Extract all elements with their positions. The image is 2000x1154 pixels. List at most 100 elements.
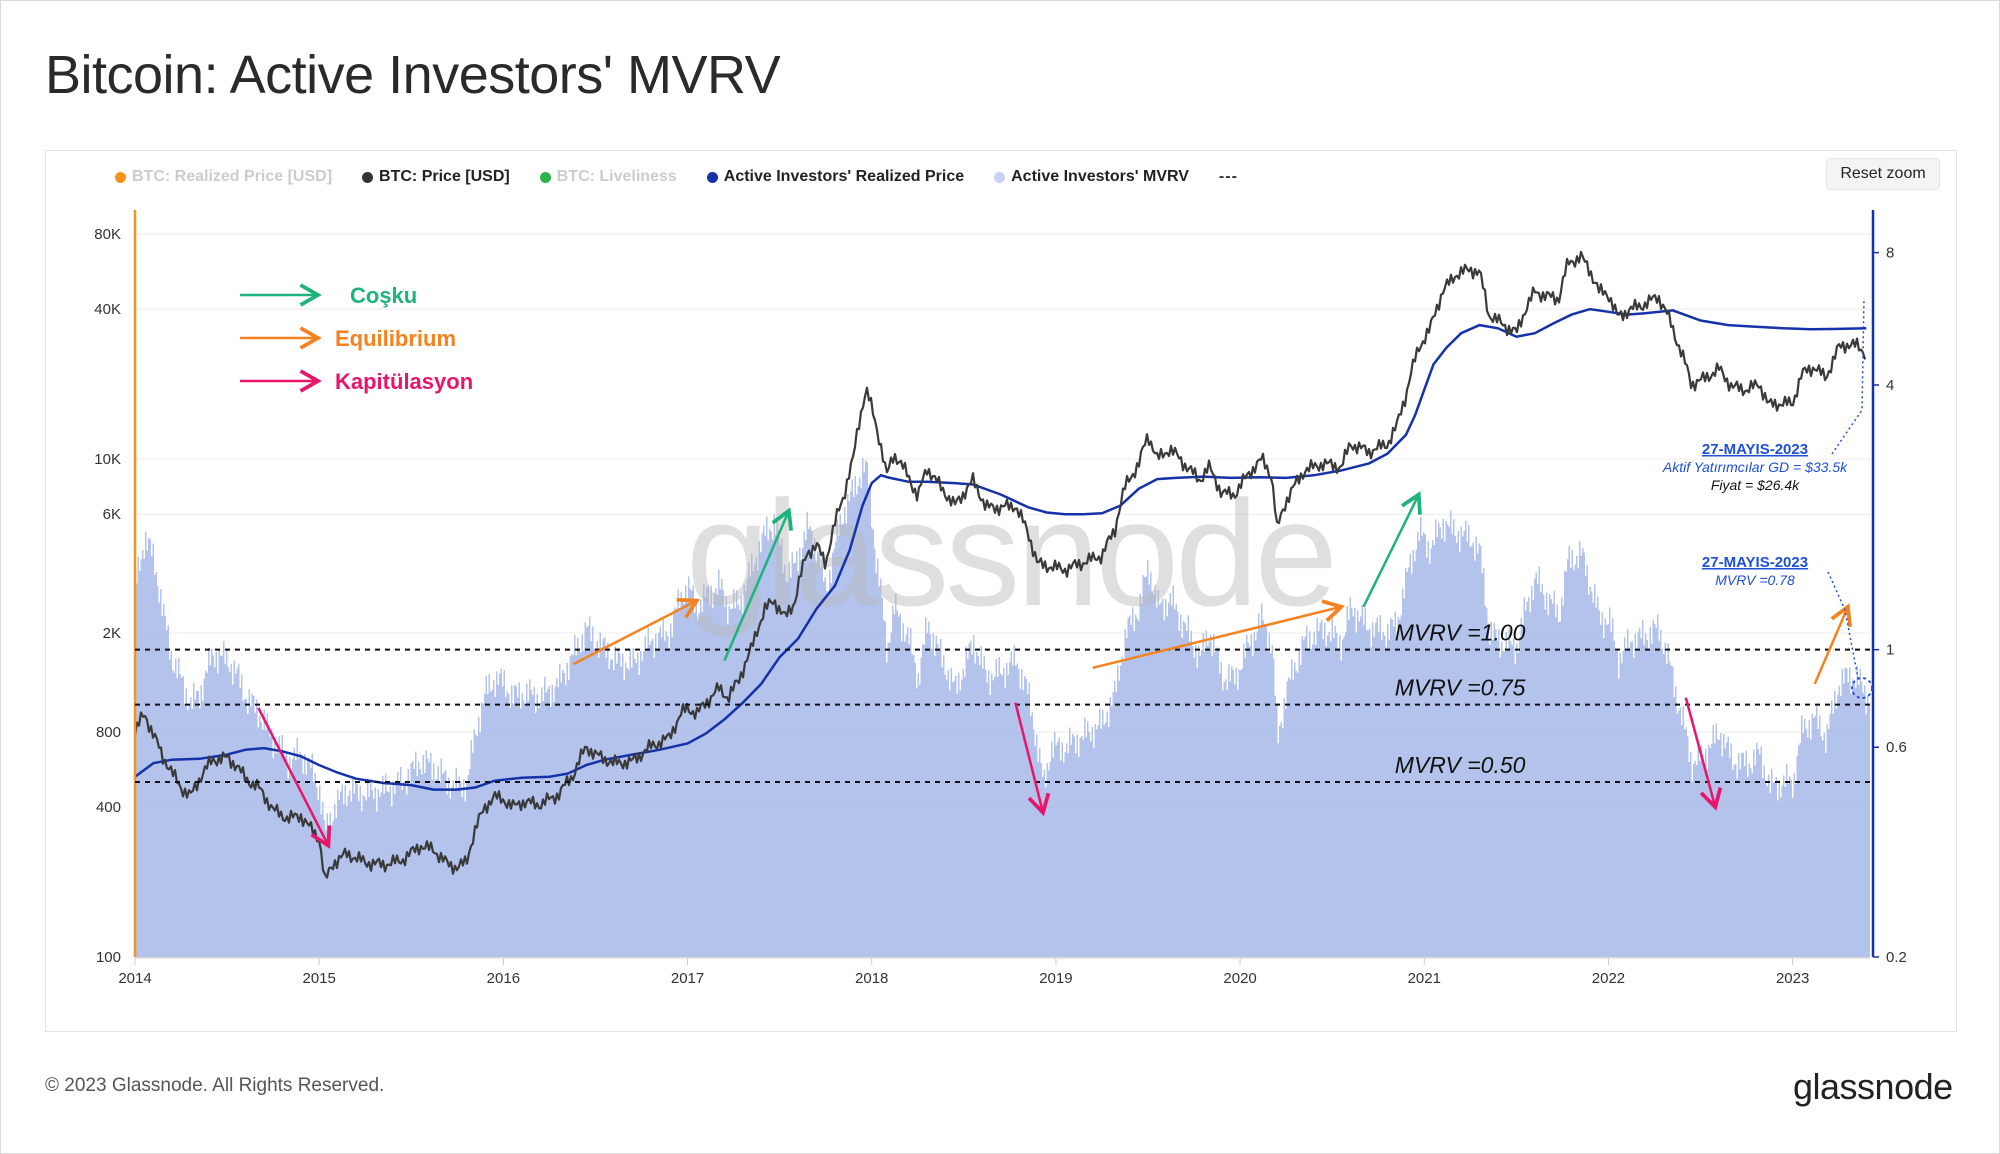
mvrv-bar <box>884 621 886 957</box>
mvrv-bar <box>313 781 315 957</box>
mvrv-bar <box>1727 736 1729 957</box>
mvrv-bar <box>1847 682 1849 957</box>
mvrv-bar <box>1000 673 1002 957</box>
mvrv-bar <box>677 589 679 957</box>
mvrv-bar <box>1736 778 1738 957</box>
mvrv-bar <box>1777 800 1779 957</box>
mvrv-bar <box>1612 618 1614 957</box>
legend-item-active-mvrv[interactable]: Active Investors' MVRV <box>994 168 1189 186</box>
mvrv-bar <box>1832 714 1834 957</box>
mvrv-bar <box>958 672 960 957</box>
mvrv-bar <box>1697 741 1699 957</box>
mvrv-bar <box>1511 645 1513 957</box>
mvrv-bar <box>211 648 213 957</box>
mvrv-bar <box>1234 684 1236 957</box>
mvrv-bar <box>295 760 297 957</box>
mvrv-bar <box>457 787 459 957</box>
mvrv-bar <box>500 668 502 957</box>
mvrv-bar <box>1754 765 1756 957</box>
mvrv-bar <box>1723 733 1725 957</box>
reset-zoom-button[interactable]: Reset zoom <box>1826 158 1940 190</box>
mvrv-bar <box>1226 689 1228 957</box>
mvrv-bar <box>179 674 181 957</box>
mvrv-bar <box>1318 630 1320 957</box>
trend-arrow-equilibrium <box>1092 599 1346 670</box>
mvrv-bar <box>1244 657 1246 957</box>
mvrv-bar <box>239 687 241 957</box>
mvrv-bar <box>1573 570 1575 957</box>
mvrv-bar <box>586 627 588 957</box>
mvrv-bar <box>1793 772 1795 957</box>
mvrv-bar <box>449 798 451 957</box>
mvrv-bar <box>946 680 948 957</box>
mvrv-bar <box>578 648 580 957</box>
mvrv-bar <box>1303 640 1305 957</box>
mvrv-bar <box>961 679 963 957</box>
mvrv-bar <box>386 791 388 957</box>
mvrv-bar <box>1133 631 1135 957</box>
legend-item-liveliness[interactable]: BTC: Liveliness <box>539 168 677 186</box>
mvrv-bar <box>1417 531 1419 957</box>
mvrv-bar <box>547 688 549 957</box>
mvrv-bar <box>746 578 748 957</box>
mvrv-bar <box>530 689 532 957</box>
mvrv-bar <box>923 644 925 957</box>
mvrv-bar <box>1534 578 1536 957</box>
mvrv-bar <box>898 616 900 957</box>
mvrv-bar <box>368 796 370 957</box>
mvrv-bar <box>1192 646 1194 957</box>
mvrv-bar <box>562 670 564 957</box>
mvrv-bar <box>1126 638 1128 957</box>
mvrv-bar <box>1774 781 1776 957</box>
mvrv-bar <box>275 753 277 957</box>
mvrv-bar <box>1480 545 1482 957</box>
mvrv-bar <box>1643 644 1645 957</box>
mvrv-bar <box>1255 640 1257 957</box>
mvrv-bar <box>304 754 306 957</box>
mvrv-bar <box>1696 765 1698 957</box>
mvrv-bar <box>1786 764 1788 957</box>
mvrv-bar <box>551 684 553 957</box>
mvrv-bar <box>610 659 612 957</box>
mvrv-bar <box>484 693 486 957</box>
mvrv-bar <box>1649 626 1651 957</box>
mvrv-bar <box>956 694 958 957</box>
mvrv-bar <box>706 587 708 957</box>
mvrv-bar <box>472 752 474 957</box>
mvrv-bar <box>1664 642 1666 957</box>
mvrv-bar <box>1621 663 1623 957</box>
mvrv-bar <box>755 557 757 957</box>
mvrv-bar <box>853 497 855 957</box>
mvrv-bar <box>709 604 711 957</box>
mvrv-bar <box>1478 543 1480 957</box>
mvrv-bar <box>1468 524 1470 957</box>
callout-price-date: 27-MAYIS-2023 <box>1702 441 1808 458</box>
mvrv-bar <box>1474 560 1476 957</box>
mvrv-bar <box>1327 635 1329 957</box>
mvrv-bar <box>868 490 870 957</box>
mvrv-bar <box>509 707 511 957</box>
mvrv-bar <box>1406 571 1408 957</box>
mvrv-bar <box>322 801 324 957</box>
mvrv-bar <box>262 729 264 957</box>
mvrv-bar <box>913 655 915 957</box>
mvrv-bar <box>1138 620 1140 957</box>
mvrv-bar <box>172 670 174 957</box>
legend-item-active-realized-price[interactable]: Active Investors' Realized Price <box>706 168 964 186</box>
mvrv-bar <box>1012 665 1014 957</box>
mvrv-bar <box>587 625 589 957</box>
mvrv-bar <box>854 475 856 957</box>
mvrv-bar <box>407 768 409 957</box>
mvrv-bar <box>1760 746 1762 957</box>
mvrv-bar <box>697 620 699 957</box>
mvrv-bar <box>170 650 172 957</box>
mvrv-bar <box>1513 638 1515 957</box>
legend-more-button[interactable]: --- <box>1218 168 1238 185</box>
legend-item-realized-price[interactable]: BTC: Realized Price [USD] <box>115 168 332 186</box>
legend-item-price[interactable]: BTC: Price [USD] <box>362 168 510 186</box>
mvrv-bar <box>1831 700 1833 957</box>
mvrv-bar <box>847 494 849 957</box>
mvrv-bar <box>1721 756 1723 957</box>
mvrv-bar <box>650 641 652 957</box>
